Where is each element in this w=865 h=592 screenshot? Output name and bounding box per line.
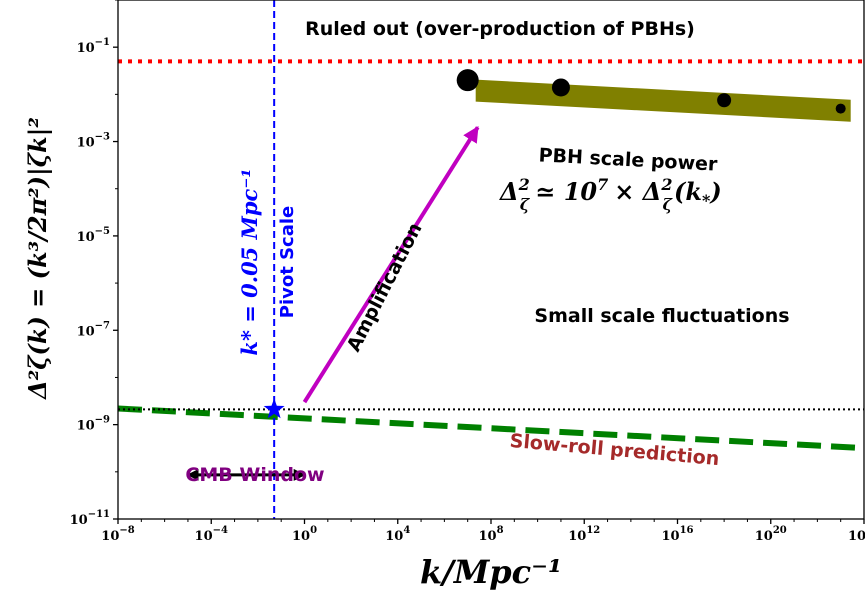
y-tick-label-2-base: 10 (77, 324, 95, 339)
pbh-formula-lhs: Δ (499, 177, 519, 206)
y-tick-label-0-exp: −11 (88, 509, 110, 520)
y-tick-label-4-base: 10 (77, 136, 95, 151)
pbh-scale-power-label: PBH scale power (538, 144, 718, 175)
x-tick-label-5-base: 10 (568, 529, 586, 544)
pbh-formula-sup: 2 (518, 175, 530, 194)
x-tick-label-7: 1020 (755, 525, 787, 544)
small-scale-label: Small scale fluctuations (534, 305, 789, 327)
x-tick-label-6-exp: 16 (680, 525, 694, 536)
x-tick-label-4-exp: 8 (497, 525, 504, 536)
y-tick-label-3-exp: −5 (95, 226, 110, 237)
x-tick-label-0: 10−8 (101, 525, 134, 544)
amplification-label: Amplification (343, 219, 427, 355)
pivot-formula-label: k* = 0.05 Mpc⁻¹ (237, 168, 262, 355)
x-tick-label-6: 1016 (661, 525, 693, 544)
x-tick-label-4-base: 10 (478, 529, 496, 544)
pbh-point-2 (551, 78, 570, 97)
pivot-star (263, 398, 285, 419)
y-tick-label-5: 10−1 (77, 37, 110, 56)
x-tick-label-1-base: 10 (195, 529, 213, 544)
pbh-formula-mid: ≃ 10 (535, 177, 597, 206)
x-tick-label-3: 104 (385, 525, 410, 544)
y-tick-label-0: 10−11 (70, 509, 110, 528)
plot-layer (117, 0, 865, 519)
x-tick-label-0-exp: −8 (119, 525, 134, 536)
y-axis-label: Δ²ζ(k) = (k³/2π²)|ζk|² (23, 117, 52, 400)
x-tick-label-2-exp: 0 (310, 525, 317, 536)
x-tick-label-8: 1024 (848, 525, 865, 544)
x-tick-label-2-base: 10 (292, 529, 310, 544)
pbh-band (475, 79, 851, 122)
axes-layer: 10−810−4100104108101210161020102410−1110… (70, 0, 865, 544)
pbh-formula-sub: ζ (520, 195, 531, 214)
amplification-arrow (302, 125, 480, 404)
pbh-formula-arg: (k (674, 177, 702, 206)
y-tick-label-3-base: 10 (77, 230, 95, 245)
y-tick-label-1-exp: −9 (95, 415, 110, 426)
x-tick-label-5-exp: 12 (586, 525, 600, 536)
y-tick-label-2: 10−7 (77, 320, 110, 339)
y-tick-label-3: 10−5 (77, 226, 110, 245)
y-tick-label-4-exp: −3 (95, 132, 110, 143)
pbh-formula: Δ2 ζ ≃ 107 × Δ2 ζ(k*) (499, 175, 722, 214)
y-tick-label-1: 10−9 (77, 415, 110, 434)
y-tick-label-5-exp: −1 (95, 37, 110, 48)
y-tick-label-0-base: 10 (70, 513, 88, 528)
y-tick-label-5-base: 10 (77, 41, 95, 56)
y-tick-label-2-exp: −7 (95, 320, 110, 331)
y-tick-label-4: 10−3 (77, 132, 110, 151)
pbh-formula-sup2: 2 (660, 175, 672, 194)
pbh-point-3 (717, 93, 732, 108)
x-tick-label-0-base: 10 (101, 529, 119, 544)
ruled-out-label: Ruled out (over-production of PBHs) (305, 18, 695, 40)
x-tick-label-2: 100 (292, 525, 317, 544)
pivot-scale-label: Pivot Scale (277, 206, 298, 319)
slow-roll-line (117, 405, 865, 452)
pbh-formula-times: × Δ (614, 177, 661, 206)
x-axis-label: k/Mpc⁻¹ (420, 553, 562, 591)
x-tick-label-5: 1012 (568, 525, 600, 544)
pbh-formula-exp: 7 (597, 175, 608, 194)
x-tick-label-3-exp: 4 (403, 525, 410, 536)
pbh-point-4 (835, 103, 846, 114)
x-tick-label-7-exp: 20 (773, 525, 787, 536)
pbh-point-1 (456, 69, 479, 92)
x-axis-label-text: k/Mpc⁻¹ (420, 553, 562, 591)
x-tick-label-7-base: 10 (755, 529, 773, 544)
pbh-formula-sub2: ζ (663, 195, 674, 214)
pbh-formula-close: ) (709, 177, 721, 206)
y-tick-label-1-base: 10 (77, 419, 95, 434)
cmb-window-label: CMB Window (185, 464, 324, 486)
x-tick-label-1: 10−4 (195, 525, 228, 544)
x-tick-label-1-exp: −4 (213, 525, 228, 536)
x-tick-label-4: 108 (478, 525, 503, 544)
pbh-formula-argsub: * (702, 191, 711, 210)
x-tick-label-6-base: 10 (661, 529, 679, 544)
x-tick-label-8-base: 10 (848, 529, 865, 544)
x-tick-label-3-base: 10 (385, 529, 403, 544)
y-axis-label-text: Δ²ζ(k) = (k³/2π²)|ζk|² (23, 117, 52, 400)
